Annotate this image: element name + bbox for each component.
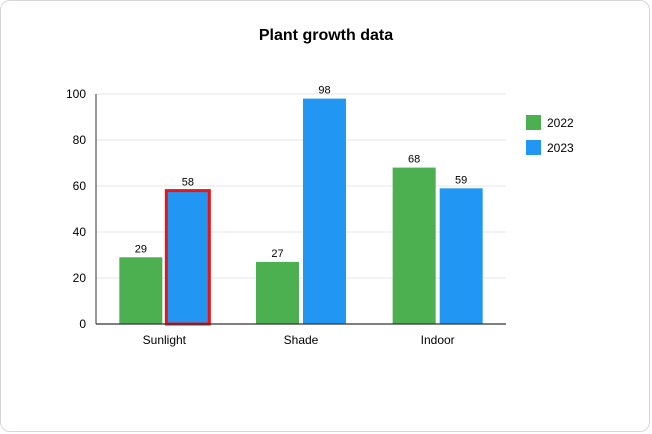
y-tick-label: 0	[79, 317, 86, 331]
y-tick-label: 20	[73, 271, 87, 285]
data-label: 58	[182, 177, 194, 189]
data-labels: 29 58 27 98 68 59	[135, 85, 468, 260]
data-label: 68	[408, 154, 420, 166]
x-tick-label: Shade	[284, 333, 319, 347]
chart-title: Plant growth data	[259, 27, 393, 44]
bar-2023-indoor	[439, 188, 483, 324]
data-label: 59	[455, 174, 467, 186]
bar-2022-shade	[256, 261, 299, 324]
bar-2022-indoor	[392, 167, 436, 324]
y-tick-label: 40	[73, 225, 87, 239]
legend-label-2023: 2023	[547, 141, 574, 155]
data-label: 27	[271, 248, 283, 260]
data-label: 29	[135, 243, 147, 255]
legend: 2022 2023	[526, 115, 574, 155]
legend-swatch-2022	[526, 115, 541, 130]
data-label: 98	[318, 85, 330, 97]
legend-label-2022: 2022	[547, 116, 574, 130]
x-tick-label: Sunlight	[143, 333, 187, 347]
y-tick-label: 60	[73, 179, 87, 193]
bar-2023-shade	[303, 98, 346, 324]
grid-lines	[96, 93, 506, 279]
x-tick-label: Indoor	[421, 333, 455, 347]
bars	[119, 98, 483, 326]
axes: 0 20 40 60 80 100 Sunlight Shade Indoor	[66, 87, 506, 347]
y-tick-label: 100	[66, 87, 86, 101]
legend-swatch-2023	[526, 140, 541, 155]
bar-2023-sunlight	[164, 189, 211, 326]
y-tick-label: 80	[73, 133, 87, 147]
bar-2022-sunlight	[119, 257, 163, 324]
